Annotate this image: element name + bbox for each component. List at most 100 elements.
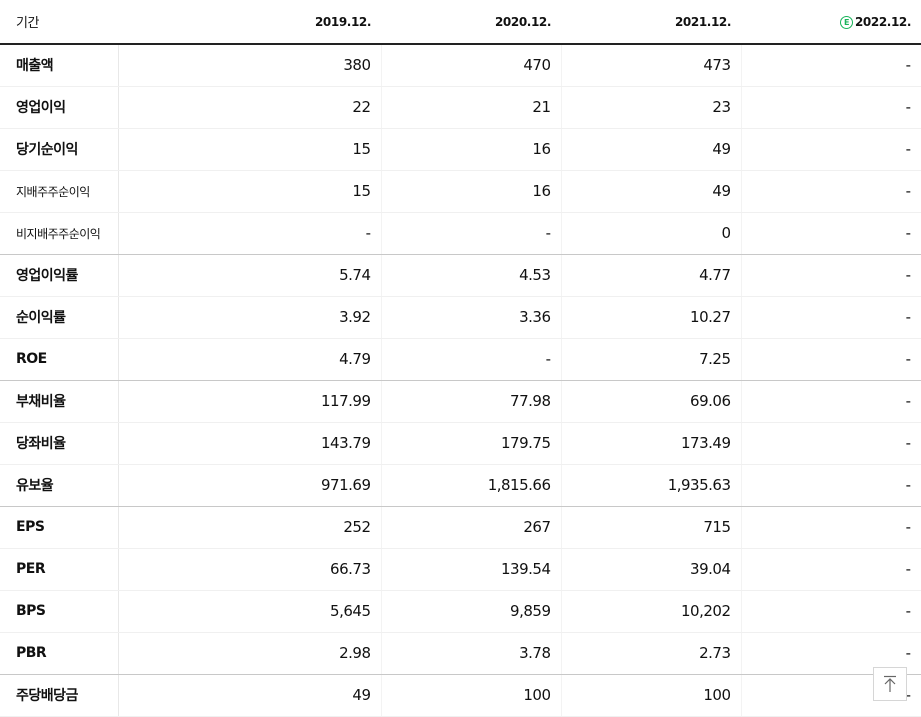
period-2020: 2020.12. — [381, 0, 561, 45]
row-label: ROE — [0, 338, 119, 381]
row-value: 473 — [561, 44, 742, 87]
row-value: - — [741, 380, 921, 423]
row-label: 당좌비율 — [0, 422, 119, 465]
table-row: EPS 252 267 715- — [0, 506, 921, 549]
table-row: PBR 2.98 3.78 2.73- — [0, 632, 921, 675]
table-row: ROE 4.79-7.25- — [0, 338, 921, 381]
row-value: - — [741, 296, 921, 339]
table-row: PER 66.73 139.54 39.04- — [0, 548, 921, 591]
row-value: 267 — [381, 506, 562, 549]
table-row: 지배주주순이익 15 16 49- — [0, 170, 921, 213]
row-value: 16 — [381, 128, 562, 171]
row-value: 139.54 — [381, 548, 562, 591]
row-value: 380 — [118, 44, 382, 87]
row-value: - — [741, 338, 921, 381]
row-value: 10,202 — [561, 590, 742, 633]
row-value: 1,815.66 — [381, 464, 562, 507]
row-label: BPS — [0, 590, 119, 633]
row-label: 당기순이익 — [0, 128, 119, 171]
row-value: - — [741, 506, 921, 549]
row-label: PER — [0, 548, 119, 591]
estimate-icon: E — [839, 15, 853, 29]
scroll-to-top-button[interactable] — [873, 667, 907, 701]
row-value: 7.25 — [561, 338, 742, 381]
row-value: 4.79 — [118, 338, 382, 381]
row-value: 23 — [561, 86, 742, 129]
row-value: 0 — [561, 212, 742, 255]
row-label: EPS — [0, 506, 119, 549]
row-label: PBR — [0, 632, 119, 675]
row-value: - — [741, 464, 921, 507]
row-label: 영업이익 — [0, 86, 119, 129]
table-header-row: 기간 2019.12. 2020.12. 2021.12. E 2022.12. — [0, 0, 921, 45]
row-label: 순이익률 — [0, 296, 119, 339]
row-value: 252 — [118, 506, 382, 549]
row-value: 3.78 — [381, 632, 562, 675]
period-2022-estimate: E 2022.12. — [741, 0, 921, 45]
row-value: 2.98 — [118, 632, 382, 675]
row-value: 69.06 — [561, 380, 742, 423]
row-value: - — [118, 212, 382, 255]
row-label: 주당배당금 — [0, 674, 119, 717]
row-value: 15 — [118, 170, 382, 213]
row-value: - — [741, 548, 921, 591]
period-2022-label: 2022.12. — [854, 14, 911, 29]
table-row: 부채비율 117.99 77.98 69.06- — [0, 380, 921, 423]
period-2019: 2019.12. — [118, 0, 381, 45]
period-header: 기간 — [0, 0, 118, 45]
row-label: 비지배주주순이익 — [0, 212, 119, 255]
row-value: 715 — [561, 506, 742, 549]
row-value: 4.77 — [561, 254, 742, 297]
table-row: 비지배주주순이익 - -0- — [0, 212, 921, 255]
row-label: 지배주주순이익 — [0, 170, 119, 213]
row-value: - — [741, 44, 921, 87]
row-label: 영업이익률 — [0, 254, 119, 297]
row-value: 5,645 — [118, 590, 382, 633]
row-value: 1,935.63 — [561, 464, 742, 507]
row-value: - — [741, 86, 921, 129]
row-value: 470 — [381, 44, 562, 87]
row-value: 3.92 — [118, 296, 382, 339]
row-value: 100 — [561, 674, 742, 717]
row-label: 부채비율 — [0, 380, 119, 423]
row-value: 117.99 — [118, 380, 382, 423]
row-value: 2.73 — [561, 632, 742, 675]
arrow-up-to-line-icon — [884, 675, 896, 692]
row-value: 21 — [381, 86, 562, 129]
row-value: - — [381, 212, 562, 255]
row-value: 66.73 — [118, 548, 382, 591]
row-value: 49 — [561, 170, 742, 213]
row-value: 3.36 — [381, 296, 562, 339]
row-value: 143.79 — [118, 422, 382, 465]
row-value: 39.04 — [561, 548, 742, 591]
row-value: 4.53 — [381, 254, 562, 297]
row-value: 5.74 — [118, 254, 382, 297]
row-value: 9,859 — [381, 590, 562, 633]
row-value: 173.49 — [561, 422, 742, 465]
table-row: 매출액 380 470 473- — [0, 44, 921, 87]
row-value: - — [381, 338, 562, 381]
table-row: 당좌비율 143.79 179.75 173.49- — [0, 422, 921, 465]
row-value: - — [741, 170, 921, 213]
table-row: 영업이익률 5.74 4.53 4.77- — [0, 254, 921, 297]
row-value: - — [741, 254, 921, 297]
row-value: 100 — [381, 674, 562, 717]
row-value: 10.27 — [561, 296, 742, 339]
period-2021: 2021.12. — [561, 0, 741, 45]
row-value: - — [741, 590, 921, 633]
row-label: 유보율 — [0, 464, 119, 507]
row-value: 49 — [118, 674, 382, 717]
row-value: 971.69 — [118, 464, 382, 507]
row-value: - — [741, 128, 921, 171]
row-value: 16 — [381, 170, 562, 213]
table-row: 당기순이익 15 16 49- — [0, 128, 921, 171]
row-value: - — [741, 422, 921, 465]
row-value: 22 — [118, 86, 382, 129]
table-row: BPS 5,645 9,859 10,202- — [0, 590, 921, 633]
table-row: 순이익률 3.92 3.36 10.27- — [0, 296, 921, 339]
row-value: 77.98 — [381, 380, 562, 423]
table-row: 주당배당금 49 100 100- — [0, 674, 921, 717]
row-value: 179.75 — [381, 422, 562, 465]
row-label: 매출액 — [0, 44, 119, 87]
